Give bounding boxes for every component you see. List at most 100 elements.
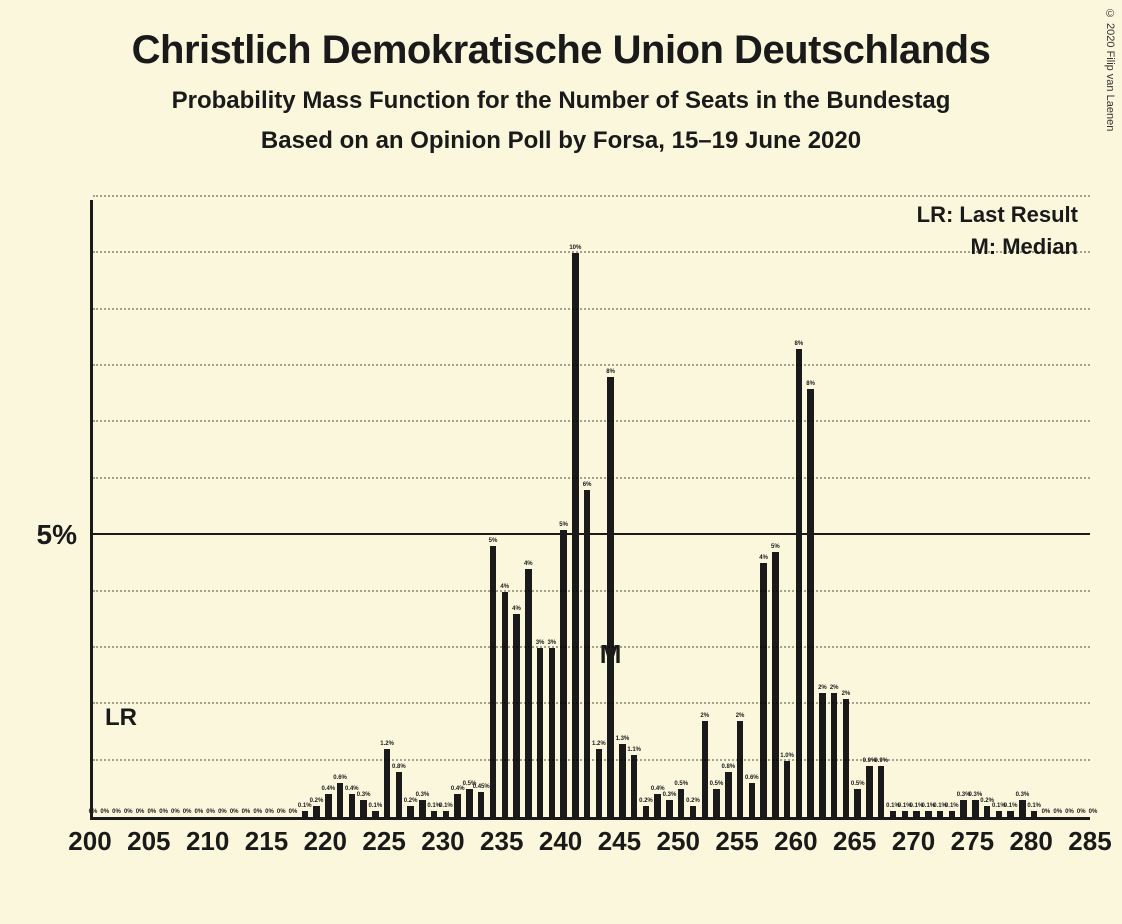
bar — [937, 811, 943, 817]
bars-container: 0%0%0%0%0%0%0%0%0%0%0%0%0%0%0%0%0%0%0.1%… — [93, 200, 1090, 817]
grid-line — [93, 646, 1090, 648]
bar — [513, 614, 519, 817]
x-tick-label: 215 — [245, 826, 288, 857]
bar — [454, 794, 460, 817]
bar — [749, 783, 755, 817]
bar — [890, 811, 896, 817]
bar-value-label: 2% — [728, 713, 752, 719]
plot-region: LR: Last Result M: Median 0%0%0%0%0%0%0%… — [90, 200, 1090, 820]
bar-value-label: 8% — [599, 369, 623, 375]
bar — [302, 811, 308, 817]
bar — [584, 490, 590, 817]
bar — [666, 800, 672, 817]
grid-line — [93, 308, 1090, 310]
bar — [702, 721, 708, 817]
bar — [796, 349, 802, 817]
bar-value-label: 6% — [575, 482, 599, 488]
bar — [925, 811, 931, 817]
x-tick-label: 280 — [1009, 826, 1052, 857]
bar — [443, 811, 449, 817]
bar — [737, 721, 743, 817]
x-tick-label: 260 — [774, 826, 817, 857]
grid-line — [93, 702, 1090, 704]
bar — [1007, 811, 1013, 817]
bar — [831, 693, 837, 817]
y-tick-label: 5% — [37, 519, 77, 551]
bar — [866, 766, 872, 817]
bar — [372, 811, 378, 817]
bar — [819, 693, 825, 817]
bar — [760, 563, 766, 817]
bar — [643, 806, 649, 817]
bar-value-label: 8% — [799, 381, 823, 387]
bar-value-label: 0.3% — [1010, 792, 1034, 798]
bar — [902, 811, 908, 817]
bar — [878, 766, 884, 817]
bar — [466, 789, 472, 817]
bar-value-label: 4% — [516, 561, 540, 567]
bar — [949, 811, 955, 817]
x-tick-label: 210 — [186, 826, 229, 857]
titles-block: Christlich Demokratische Union Deutschla… — [0, 0, 1122, 155]
x-tick-label: 285 — [1068, 826, 1111, 857]
copyright-text: © 2020 Filip van Laenen — [1104, 8, 1116, 131]
bar-value-label: 5% — [763, 544, 787, 550]
x-tick-label: 240 — [539, 826, 582, 857]
bar — [784, 761, 790, 817]
grid-line — [93, 533, 1090, 535]
bar-value-label: 1.1% — [622, 747, 646, 753]
bar — [725, 772, 731, 817]
bar-value-label: 1.3% — [610, 736, 634, 742]
x-tick-label: 205 — [127, 826, 170, 857]
bar — [690, 806, 696, 817]
bar — [807, 389, 813, 817]
bar — [396, 772, 402, 817]
chart-sub-title-2: Based on an Opinion Poll by Forsa, 15–19… — [0, 127, 1122, 155]
chart-sub-title-1: Probability Mass Function for the Number… — [0, 87, 1122, 115]
x-tick-label: 200 — [68, 826, 111, 857]
x-tick-label: 250 — [657, 826, 700, 857]
grid-line — [93, 251, 1090, 253]
bar — [572, 253, 578, 817]
grid-line — [93, 590, 1090, 592]
x-tick-label: 230 — [421, 826, 464, 857]
bar — [619, 744, 625, 817]
bar — [525, 569, 531, 817]
bar — [996, 811, 1002, 817]
marker-lr: LR — [105, 705, 137, 733]
bar-value-label: 5% — [481, 538, 505, 544]
chart-area: LR: Last Result M: Median 0%0%0%0%0%0%0%… — [90, 200, 1090, 860]
bar-value-label: 0.5% — [669, 781, 693, 787]
x-axis: 2002052102152202252302352402452502552602… — [90, 820, 1090, 860]
bar — [772, 552, 778, 817]
bar — [560, 530, 566, 817]
bar — [407, 806, 413, 817]
bar — [478, 792, 484, 817]
x-tick-label: 255 — [715, 826, 758, 857]
grid-line — [93, 364, 1090, 366]
bar-value-label: 0.3% — [410, 792, 434, 798]
bar-value-label: 0.6% — [328, 775, 352, 781]
bar — [913, 811, 919, 817]
grid-line — [93, 477, 1090, 479]
bar-value-label: 0.8% — [387, 764, 411, 770]
bar — [854, 789, 860, 817]
bar-value-label: 8% — [787, 341, 811, 347]
bar-value-label: 2% — [834, 691, 858, 697]
bar — [431, 811, 437, 817]
bar-value-label: 1.2% — [375, 741, 399, 747]
grid-line — [93, 759, 1090, 761]
x-tick-label: 225 — [362, 826, 405, 857]
x-tick-label: 245 — [598, 826, 641, 857]
marker-m: M — [600, 639, 622, 670]
chart-main-title: Christlich Demokratische Union Deutschla… — [0, 28, 1122, 73]
bar — [549, 648, 555, 817]
bar — [631, 755, 637, 817]
x-tick-label: 270 — [892, 826, 935, 857]
bar — [325, 794, 331, 817]
bar — [607, 377, 613, 817]
x-tick-label: 235 — [480, 826, 523, 857]
bar — [713, 789, 719, 817]
bar-value-label: 2% — [693, 713, 717, 719]
grid-line — [93, 420, 1090, 422]
